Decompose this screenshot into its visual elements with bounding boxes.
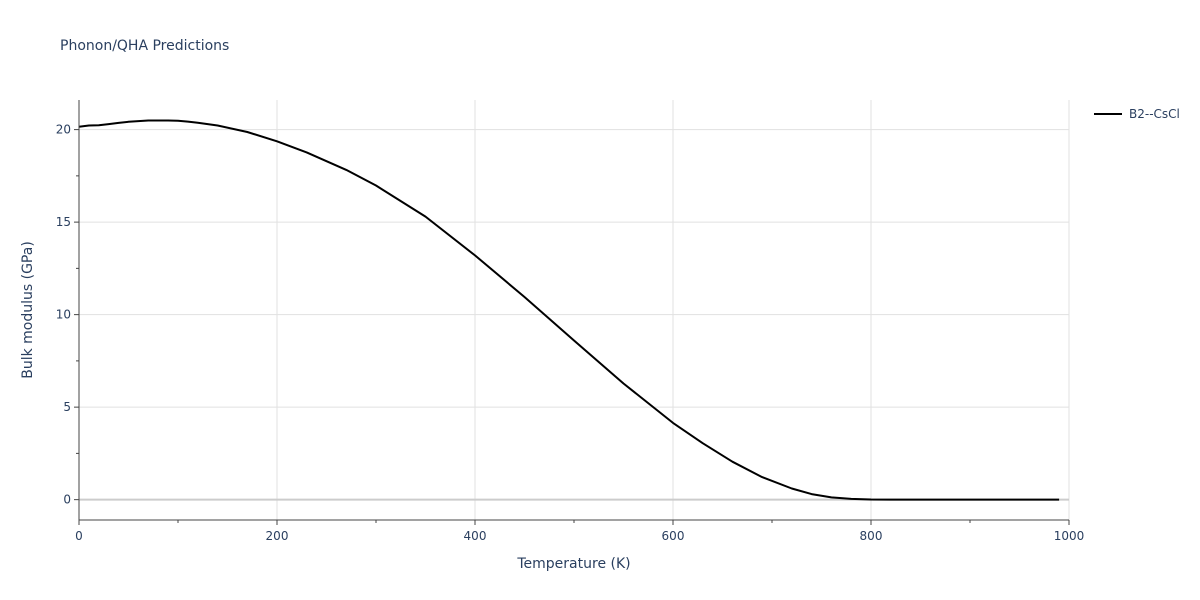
x-axis-ticks: 0 200 400 600 800 1000: [75, 520, 1084, 543]
y-tick-label: 10: [56, 308, 71, 322]
plot-area: [78, 119, 1060, 501]
y-tick-label: 5: [63, 400, 71, 414]
y-axis-ticks: 0 5 10 15 20: [56, 123, 79, 507]
y-gridlines: [79, 129, 1069, 501]
x-tick-label: 400: [464, 529, 487, 543]
x-gridlines: [276, 100, 1070, 520]
chart-title: Phonon/QHA Predictions: [60, 38, 229, 54]
y-tick-label: 0: [63, 493, 71, 507]
y-tick-label: 15: [56, 215, 71, 229]
x-tick-label: 200: [266, 529, 289, 543]
legend[interactable]: B2--CsCl: [1094, 107, 1180, 121]
x-tick-label: 600: [662, 529, 685, 543]
series-line[interactable]: [78, 119, 1060, 501]
legend-label: B2--CsCl: [1129, 107, 1180, 121]
x-tick-label: 0: [75, 529, 83, 543]
y-axis-title: Bulk modulus (GPa): [20, 241, 36, 379]
x-tick-label: 1000: [1054, 529, 1085, 543]
y-tick-label: 20: [56, 123, 71, 137]
x-tick-label: 800: [860, 529, 883, 543]
x-axis-title: Temperature (K): [516, 556, 630, 572]
